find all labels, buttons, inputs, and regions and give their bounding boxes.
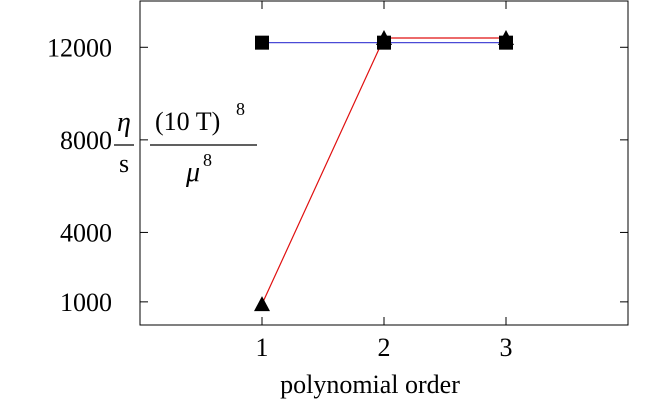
square-marker — [499, 35, 513, 50]
y-label-denominator-exponent: 8 — [203, 150, 212, 170]
y-label-numerator: (10 T) — [155, 107, 220, 136]
y-tick-label: 4000 — [60, 218, 112, 247]
y-axis-label: η s (10 T) 8 μ 8 — [114, 99, 257, 188]
x-tick-label: 2 — [378, 333, 391, 362]
y-label-s: s — [119, 149, 129, 178]
x-axis-label: polynomial order — [280, 370, 460, 399]
y-label-numerator-exponent: 8 — [236, 99, 245, 119]
tick-labels: 1000 4000 8000 12000 1 2 3 — [47, 33, 513, 362]
y-label-mu: μ — [185, 157, 200, 188]
y-tick-label: 1000 — [60, 288, 112, 317]
series-layer — [254, 30, 514, 312]
square-marker — [377, 35, 391, 50]
x-tick-label: 3 — [500, 333, 513, 362]
x-tick-label: 1 — [256, 333, 269, 362]
y-tick-label: 12000 — [47, 33, 112, 62]
y-label-eta: η — [117, 107, 131, 138]
y-tick-label: 8000 — [60, 126, 112, 155]
triangle-marker — [254, 296, 270, 312]
series-line-1 — [261, 37, 506, 305]
tick-marks — [140, 1, 628, 325]
square-marker — [255, 35, 269, 50]
